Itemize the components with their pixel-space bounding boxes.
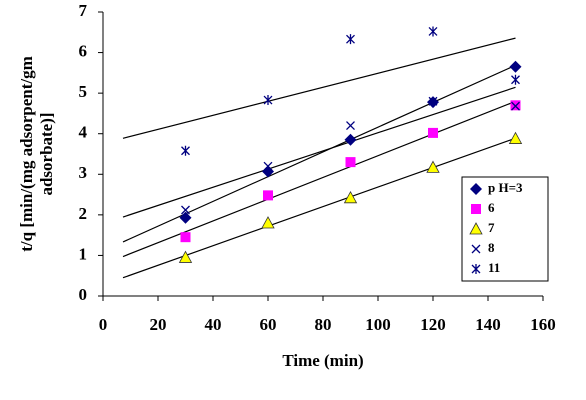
point bbox=[178, 250, 193, 263]
point bbox=[428, 96, 438, 106]
point bbox=[343, 190, 358, 204]
y-axis-title-line: t/q [min/(mg adsorpent/gm bbox=[17, 56, 36, 252]
legend-marker bbox=[471, 244, 481, 254]
legend-marker bbox=[471, 204, 481, 214]
point bbox=[426, 160, 440, 173]
point bbox=[346, 34, 355, 45]
point bbox=[511, 74, 520, 85]
point bbox=[179, 211, 192, 224]
legend: p H=3 6 7 8 11 bbox=[461, 176, 549, 282]
trend-line bbox=[122, 86, 516, 218]
point bbox=[344, 133, 357, 146]
y-tick-label: 1 bbox=[79, 244, 88, 263]
x-tick-label: 60 bbox=[260, 315, 277, 334]
point bbox=[181, 145, 190, 156]
y-tick-label: 3 bbox=[79, 163, 88, 182]
legend-label: 7 bbox=[488, 220, 495, 235]
y-tick-label: 6 bbox=[79, 41, 88, 60]
legend-label: 6 bbox=[488, 200, 495, 215]
legend-marker bbox=[469, 222, 483, 235]
x-tick-label: 160 bbox=[530, 315, 556, 334]
x-tick-label: 40 bbox=[205, 315, 222, 334]
trend-line bbox=[122, 100, 516, 258]
point bbox=[508, 131, 523, 144]
y-axis-title: t/q [min/(mg adsorpent/gm adsorbate)] bbox=[17, 56, 56, 252]
point bbox=[428, 127, 438, 138]
point bbox=[511, 101, 520, 111]
legend-marker bbox=[471, 264, 481, 274]
point bbox=[181, 205, 190, 215]
point bbox=[345, 157, 356, 168]
y-axis-title-line: adsorbate)] bbox=[37, 112, 56, 195]
point bbox=[509, 60, 522, 73]
legend-label: p H=3 bbox=[488, 180, 523, 195]
y-tick-label: 5 bbox=[79, 82, 88, 101]
x-tick-label: 0 bbox=[99, 315, 108, 334]
x-tick-label: 120 bbox=[420, 315, 446, 334]
point bbox=[261, 216, 275, 229]
legend-label: 8 bbox=[488, 240, 495, 255]
y-tick-label: 4 bbox=[79, 123, 88, 142]
y-tick-label: 7 bbox=[79, 1, 88, 20]
y-tick-label: 2 bbox=[79, 204, 88, 223]
x-tick-label: 100 bbox=[365, 315, 391, 334]
point bbox=[263, 190, 273, 201]
point bbox=[263, 95, 273, 106]
x-tick-label: 80 bbox=[315, 315, 332, 334]
x-axis-title: Time (min) bbox=[282, 351, 363, 370]
point bbox=[346, 121, 355, 131]
point bbox=[180, 232, 191, 243]
y-tick-label: 0 bbox=[79, 285, 88, 304]
trend-line bbox=[122, 137, 516, 279]
legend-label: 11 bbox=[488, 260, 500, 275]
legend-marker bbox=[470, 183, 482, 195]
x-tick-label: 20 bbox=[150, 315, 167, 334]
point bbox=[428, 26, 438, 37]
x-tick-label: 140 bbox=[475, 315, 501, 334]
trend-line bbox=[122, 37, 516, 139]
point bbox=[263, 161, 273, 171]
